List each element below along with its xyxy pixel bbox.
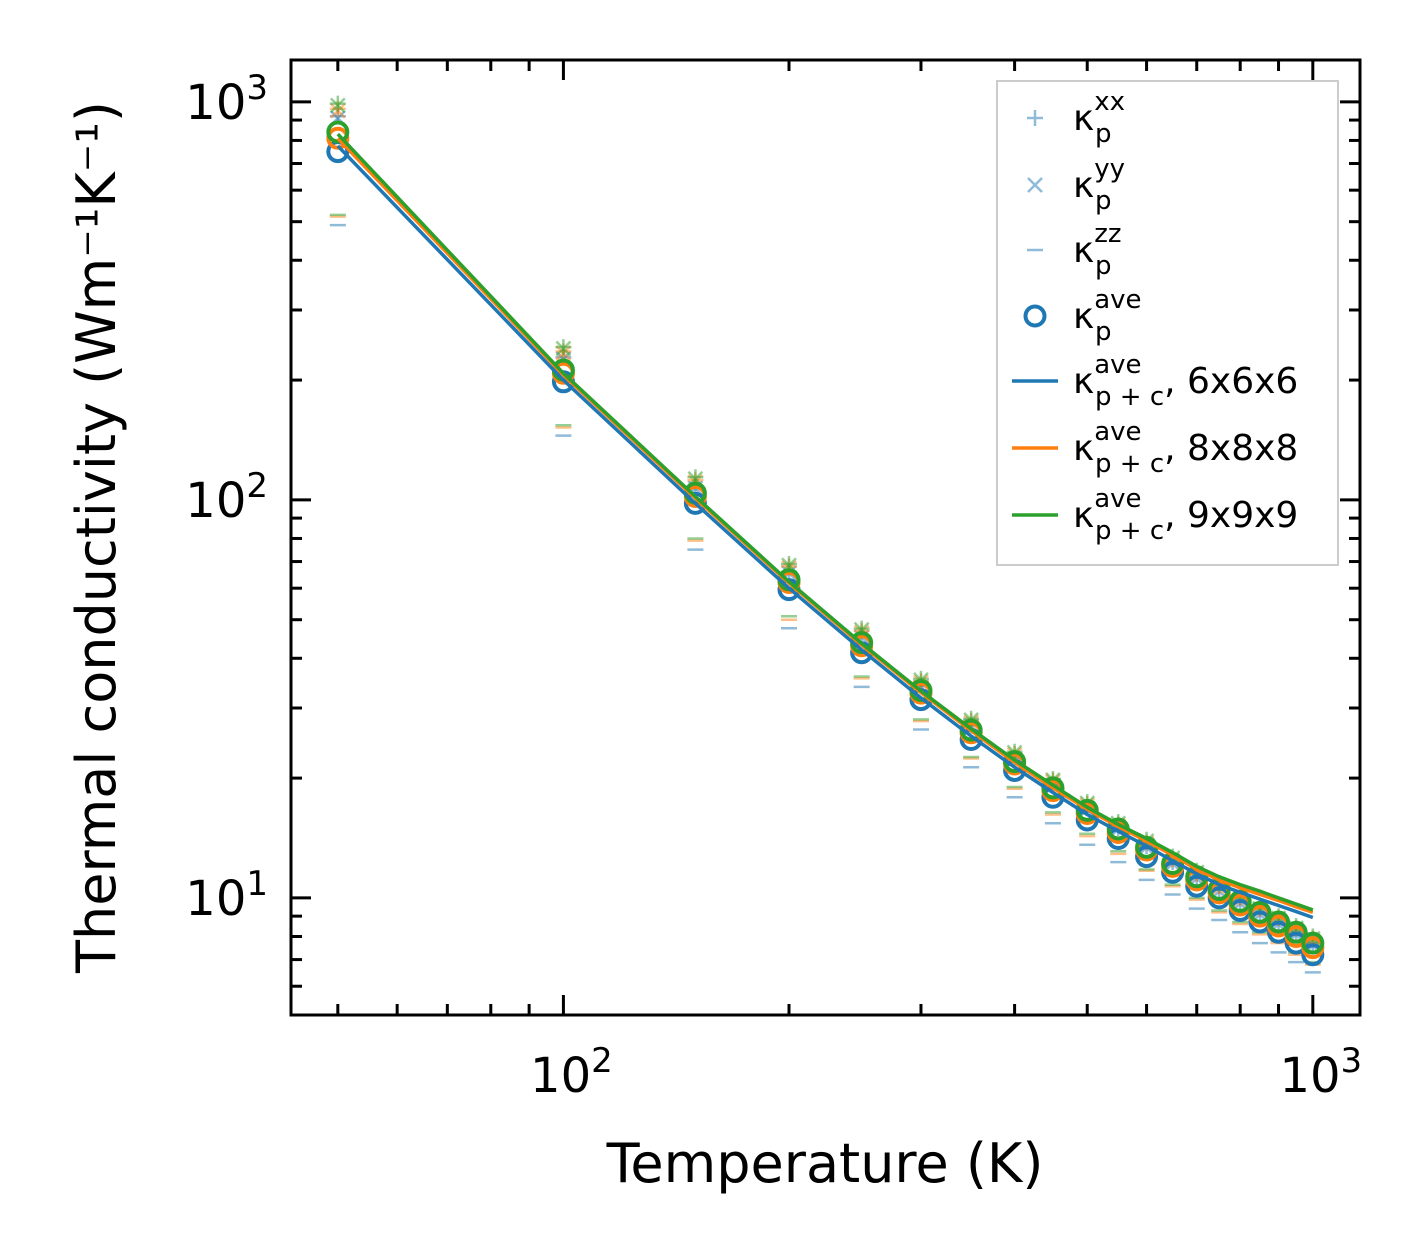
tick-labels: 102 103 101 102 103 <box>185 68 1362 1104</box>
legend-label: κxx p <box>1073 87 1125 149</box>
legend-entry: κzz p <box>1027 219 1122 281</box>
kp-yy-point <box>555 340 572 357</box>
axis-ticks <box>291 60 1360 1015</box>
legend-box <box>996 80 1339 566</box>
legend-entry: κave p + c, 9x9x9 <box>1012 484 1298 546</box>
y-tick-label: 103 <box>185 68 268 131</box>
legend-entry: κyy p <box>1027 154 1125 216</box>
legend-entry: κave p + c, 8x8x8 <box>1012 417 1298 479</box>
legend-plus-icon <box>1027 110 1043 126</box>
kp-ave-point <box>1301 943 1325 967</box>
x-axis-label: Temperature (K) <box>606 1132 1044 1195</box>
x-tick-label: 103 <box>1279 1041 1362 1104</box>
legend-label: κave p + c, 6x6x6 <box>1073 350 1298 412</box>
legend-label: κave p + c, 9x9x9 <box>1073 484 1298 546</box>
kp-ave-point <box>1248 900 1272 924</box>
kp-yy-point <box>329 97 346 114</box>
legend-label: κave p <box>1073 285 1142 347</box>
plot-area <box>326 95 1325 974</box>
legend-entry: κave p + c, 6x6x6 <box>1012 350 1298 412</box>
kpc-ave-line-6x6x6 <box>336 144 1314 920</box>
legend-cross-icon <box>1027 177 1043 193</box>
kp-ave-point <box>1284 920 1308 944</box>
legend-entry: κave p <box>1023 285 1142 347</box>
legend-label: κyy p <box>1073 154 1125 216</box>
x-tick-label: 102 <box>530 1041 613 1104</box>
kp-ave-point <box>1267 910 1291 934</box>
y-tick-label: 101 <box>185 864 268 927</box>
plot-frame <box>289 58 1362 1017</box>
kpc-ave-line-9x9x9 <box>336 132 1314 912</box>
kp-ave-point <box>326 120 350 144</box>
legend-circle-icon <box>1023 304 1047 328</box>
legend-entry: κxx p <box>1027 87 1125 149</box>
legend-label: κzz p <box>1073 219 1122 281</box>
y-axis-label: Thermal conductivity (Wm⁻¹K⁻¹) <box>65 101 128 974</box>
y-tick-label: 102 <box>185 466 268 529</box>
legend-label: κave p + c, 8x8x8 <box>1073 417 1298 479</box>
kp-ave-point <box>1301 931 1325 955</box>
